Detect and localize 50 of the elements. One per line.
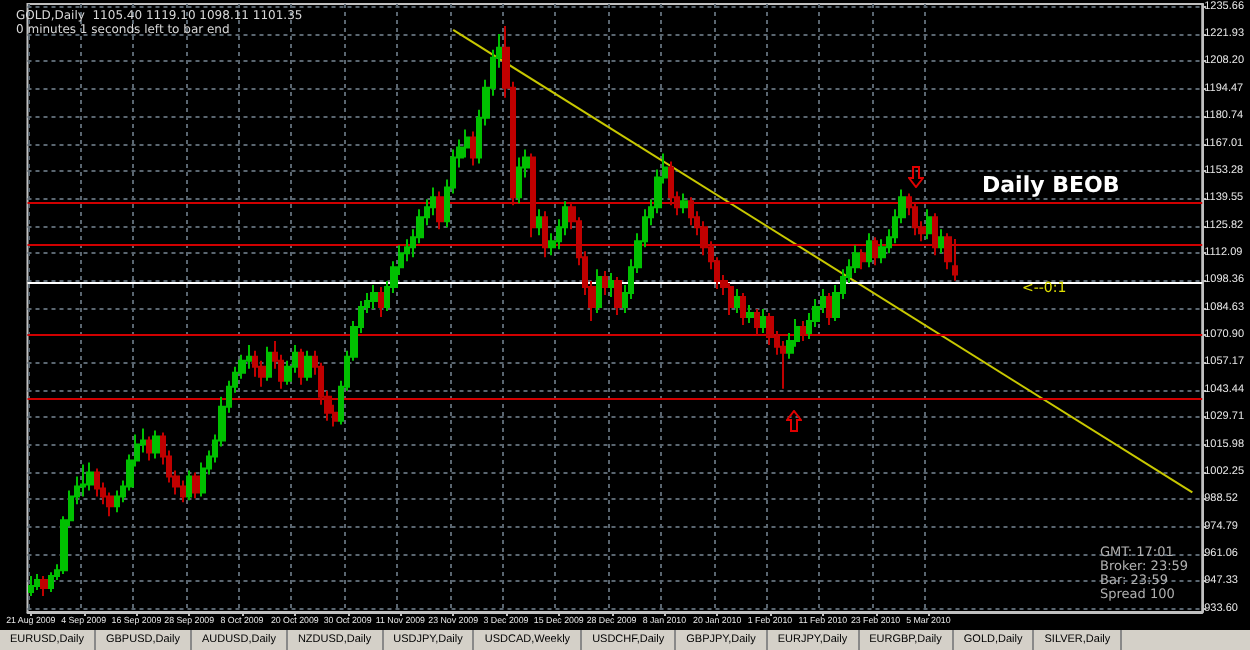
candlestick — [48, 571, 54, 594]
candlestick — [370, 284, 378, 310]
candlestick — [464, 128, 470, 159]
candlestick — [938, 228, 944, 255]
candlestick — [152, 429, 160, 460]
candlestick — [298, 347, 304, 386]
candlestick — [608, 272, 614, 299]
candlestick — [430, 186, 436, 217]
candlestick — [596, 268, 602, 314]
candlestick — [470, 130, 476, 167]
candlestick — [866, 232, 872, 269]
candlestick — [728, 282, 734, 316]
candlestick — [304, 349, 312, 382]
candlestick — [952, 238, 958, 282]
candlestick — [80, 463, 86, 498]
annotation: Daily BEOB — [982, 172, 1120, 198]
candlestick — [536, 208, 542, 237]
candlestick — [688, 196, 694, 227]
candlestick — [780, 339, 786, 390]
candlestick — [28, 575, 34, 598]
candlestick — [516, 156, 522, 205]
candlestick — [740, 292, 746, 326]
candlestick — [800, 319, 806, 342]
candlestick — [746, 304, 754, 324]
candlestick — [754, 308, 760, 336]
candlestick — [614, 276, 622, 316]
candlestick — [760, 308, 766, 334]
candlestick — [40, 575, 48, 598]
candlestick — [734, 288, 740, 314]
candlestick — [872, 236, 878, 267]
candlestick — [826, 292, 832, 326]
candlestick — [530, 152, 536, 239]
candlestick — [258, 359, 266, 388]
candlestick — [378, 286, 384, 318]
candlestick — [266, 345, 272, 382]
candlestick — [926, 208, 932, 241]
candlestick — [932, 212, 938, 257]
candlestick — [602, 270, 608, 297]
candlestick — [860, 248, 866, 271]
candlestick — [668, 160, 674, 207]
candlestick — [186, 469, 192, 502]
candlestick — [86, 461, 94, 492]
candlestick — [542, 210, 548, 259]
candlestick — [146, 435, 152, 462]
candlestick — [192, 471, 200, 500]
candlestick — [852, 244, 860, 275]
candlestick — [94, 467, 100, 498]
candlestick — [680, 192, 688, 215]
candlestick — [436, 190, 444, 231]
candlestick — [34, 573, 40, 592]
